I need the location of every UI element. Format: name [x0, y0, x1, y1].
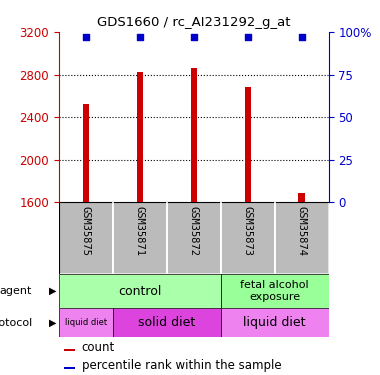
Bar	[64, 348, 75, 351]
Bar	[113, 308, 221, 337]
Text: fetal alcohol
exposure: fetal alcohol exposure	[241, 280, 309, 302]
Bar	[190, 68, 197, 203]
Point	[191, 34, 197, 40]
Text: GSM35871: GSM35871	[135, 206, 145, 256]
Point	[137, 34, 143, 40]
Text: ▶: ▶	[49, 318, 56, 328]
Text: percentile rank within the sample: percentile rank within the sample	[82, 359, 282, 372]
Point	[83, 34, 89, 40]
Text: liquid diet: liquid diet	[65, 318, 107, 327]
Text: GSM35875: GSM35875	[81, 206, 91, 256]
Bar	[59, 274, 221, 308]
Bar	[221, 202, 275, 274]
Text: count: count	[82, 341, 115, 354]
Text: ▶: ▶	[49, 286, 56, 296]
Bar	[167, 202, 221, 274]
Text: liquid diet: liquid diet	[244, 316, 306, 329]
Point	[245, 34, 251, 40]
Text: GSM35874: GSM35874	[297, 206, 307, 256]
Title: GDS1660 / rc_AI231292_g_at: GDS1660 / rc_AI231292_g_at	[97, 16, 291, 29]
Bar	[221, 274, 329, 308]
Bar	[244, 87, 251, 202]
Text: agent: agent	[0, 286, 32, 296]
Text: solid diet: solid diet	[138, 316, 195, 329]
Bar	[82, 104, 89, 202]
Bar	[59, 308, 113, 337]
Text: GSM35873: GSM35873	[243, 206, 253, 256]
Text: protocol: protocol	[0, 318, 32, 328]
Bar	[221, 308, 329, 337]
Bar	[298, 193, 305, 202]
Point	[299, 34, 305, 40]
Bar	[136, 72, 143, 202]
Bar	[113, 202, 167, 274]
Bar	[59, 202, 113, 274]
Text: control: control	[118, 285, 162, 298]
Text: GSM35872: GSM35872	[189, 206, 199, 256]
Bar	[64, 366, 75, 369]
Bar	[275, 202, 329, 274]
